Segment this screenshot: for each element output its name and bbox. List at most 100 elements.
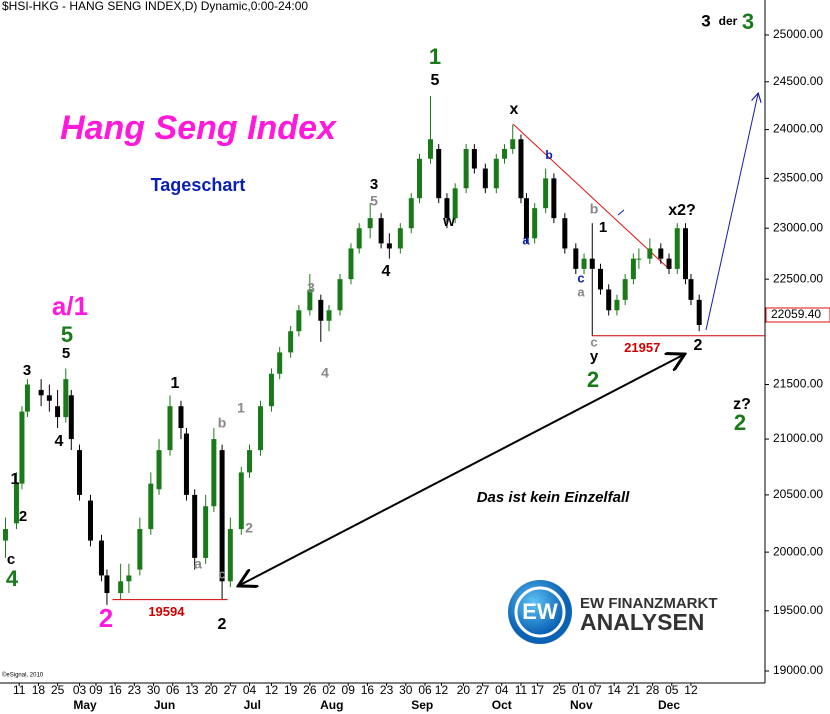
month-label: Nov	[570, 698, 593, 712]
y-tick-label: 20500.00	[773, 487, 823, 501]
annotation: 2	[734, 410, 746, 435]
annotation: Tageschart	[151, 175, 246, 195]
y-tick-label: 20000.00	[773, 544, 823, 558]
y-tick-label: 25000.00	[773, 27, 823, 41]
annotation: b	[545, 148, 552, 162]
candle-body	[436, 148, 442, 199]
candle-body	[682, 228, 688, 280]
x-tick-label: 16	[108, 683, 122, 697]
candle-body	[367, 218, 373, 229]
candle-body	[24, 384, 30, 412]
candle-body	[137, 529, 143, 570]
candle-body	[326, 310, 332, 321]
candle-body	[493, 158, 499, 189]
candle-body	[247, 450, 253, 473]
annotation: a	[194, 556, 202, 572]
candle-body	[518, 139, 524, 199]
y-tick-label: 24500.00	[773, 74, 823, 88]
annotation: 4	[382, 263, 391, 280]
candle-body	[589, 258, 595, 269]
candle-body	[13, 483, 19, 524]
tick-mark	[617, 209, 625, 216]
candle-body	[19, 411, 25, 484]
candle-body	[532, 208, 538, 239]
annotation: 3	[23, 362, 31, 379]
candle-body	[211, 439, 217, 507]
x-tick-label: 12	[435, 683, 449, 697]
annotation: 5	[61, 322, 73, 347]
x-tick-label: 27	[224, 683, 238, 697]
annotation: Das ist kein Einzelfall	[477, 489, 630, 506]
x-tick-label: 21	[627, 683, 641, 697]
last-price-label: 22059.40	[771, 307, 821, 321]
candle-body	[674, 228, 680, 269]
candle-body	[543, 178, 549, 209]
month-label: Aug	[320, 698, 343, 712]
last-price-box	[765, 307, 830, 323]
month-label: Dec	[658, 698, 680, 712]
x-tick-label: 30	[147, 683, 161, 697]
annotation: der	[719, 14, 738, 28]
x-tick-label: 12	[684, 683, 698, 697]
annotation: 3	[701, 11, 710, 30]
x-tick-label: 20	[457, 683, 471, 697]
candle-body	[192, 494, 198, 558]
candle-body	[238, 472, 244, 530]
candle-body	[688, 279, 694, 300]
candle-body	[614, 299, 620, 311]
candle-body	[606, 289, 612, 311]
candle-body	[471, 148, 477, 169]
arrow	[240, 355, 683, 585]
candle-body	[523, 198, 529, 239]
annotation: 2	[19, 508, 27, 525]
annotation: 1	[237, 400, 245, 416]
candle-body	[658, 248, 664, 259]
x-tick-label: 20	[204, 683, 218, 697]
candle-body	[46, 395, 52, 401]
candle-body	[104, 575, 110, 594]
annotation: a	[577, 284, 585, 299]
candle-body	[268, 373, 274, 407]
annotation: c	[7, 551, 15, 568]
x-tick-label: 11	[13, 683, 26, 697]
annotation: b	[218, 415, 227, 431]
x-tick-label: 28	[646, 683, 660, 697]
annotation: z?	[733, 396, 751, 413]
level-label: 21957	[624, 340, 660, 355]
annotation: b	[590, 201, 599, 217]
x-tick-label: 03	[73, 683, 87, 697]
annotation: 2	[99, 603, 113, 633]
candle-body	[622, 279, 628, 300]
x-tick-label: 17	[531, 683, 545, 697]
candle-body	[55, 406, 61, 418]
candle-body	[63, 379, 69, 418]
trend-line	[512, 123, 669, 269]
x-tick-label: 14	[608, 683, 622, 697]
annotation: 4	[321, 365, 329, 381]
x-tick-label: 06	[166, 683, 180, 697]
x-tick-label: 11	[515, 683, 528, 697]
chart-title: $HSI-HKG - HANG SENG INDEX,D) Dynamic,0:…	[2, 0, 308, 13]
annotation: 2	[245, 520, 253, 536]
candle-body	[203, 506, 209, 558]
x-tick-label: 18	[32, 683, 46, 697]
x-tick-label: 19	[284, 683, 298, 697]
candle-body	[87, 500, 93, 541]
annotation: x	[510, 101, 519, 118]
candle-body	[307, 289, 313, 311]
annotation: 2	[218, 616, 227, 633]
x-tick-label: 05	[665, 683, 679, 697]
x-tick-label: 12	[265, 683, 279, 697]
candle-body	[98, 540, 104, 576]
candle-body	[118, 581, 124, 594]
candle-body	[510, 139, 516, 149]
annotation: a/1	[52, 291, 88, 321]
annotation: 3	[307, 280, 315, 296]
annotation: Hang Seng Index	[60, 109, 338, 147]
arrow	[705, 94, 758, 331]
annotation: c	[590, 334, 597, 349]
logo-text: ANALYSEN	[580, 609, 704, 635]
candle-body	[148, 483, 154, 530]
candle-body	[573, 248, 579, 269]
